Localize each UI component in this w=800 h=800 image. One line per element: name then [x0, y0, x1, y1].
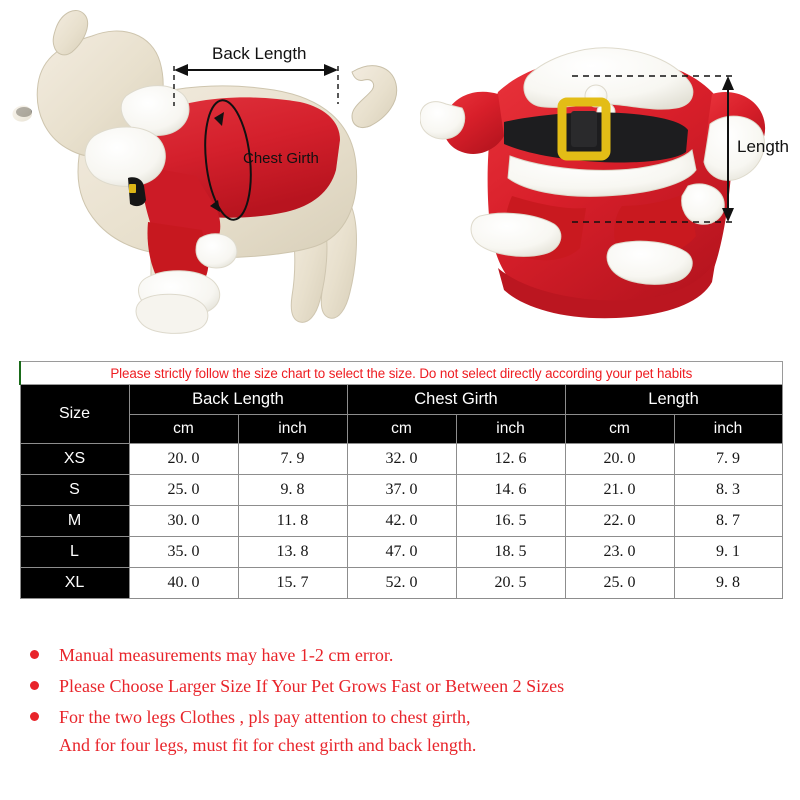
cell-length-inch: 9. 1 — [673, 536, 783, 568]
note-text: Manual measurements may have 1-2 cm erro… — [59, 645, 394, 665]
cell-backlength-cm: 35. 0 — [128, 536, 239, 568]
column-header-size: Size — [19, 384, 130, 444]
cell-backlength-inch: 7. 9 — [237, 443, 348, 475]
table-row: S 25. 0 9. 8 37. 0 14. 6 21. 0 8. 3 — [19, 474, 783, 506]
table-row: XL 40. 0 15. 7 52. 0 20. 5 25. 0 9. 8 — [19, 567, 783, 599]
size-chart-table: Please strictly follow the size chart to… — [18, 361, 783, 599]
size-label: XS — [19, 443, 130, 475]
cell-chestgirth-inch: 18. 5 — [455, 536, 566, 568]
list-item: Manual measurements may have 1-2 cm erro… — [30, 641, 770, 669]
size-chart-warning-banner: Please strictly follow the size chart to… — [18, 361, 783, 385]
sizing-notes-list: Manual measurements may have 1-2 cm erro… — [30, 641, 770, 762]
cell-length-cm: 20. 0 — [564, 443, 675, 475]
cell-length-cm: 25. 0 — [564, 567, 675, 599]
column-header-backlength-inch: inch — [237, 414, 348, 444]
cell-chestgirth-inch: 12. 6 — [455, 443, 566, 475]
note-text-continued: And for four legs, must fit for chest gi… — [59, 735, 477, 755]
column-header-length-inch: inch — [673, 414, 783, 444]
cell-length-inch: 9. 8 — [673, 567, 783, 599]
note-text: Please Choose Larger Size If Your Pet Gr… — [59, 676, 565, 696]
size-label: S — [19, 474, 130, 506]
table-row: XS 20. 0 7. 9 32. 0 12. 6 20. 0 7. 9 — [19, 443, 783, 475]
column-header-backlength-cm: cm — [128, 414, 239, 444]
table-row: L 35. 0 13. 8 47. 0 18. 5 23. 0 9. 1 — [19, 536, 783, 568]
cell-length-cm: 21. 0 — [564, 474, 675, 506]
note-text: For the two legs Clothes , pls pay atten… — [59, 707, 471, 727]
cell-chestgirth-cm: 32. 0 — [346, 443, 457, 475]
column-group-back-length: Back Length — [128, 384, 348, 415]
size-label: M — [19, 505, 130, 537]
cell-backlength-cm: 20. 0 — [128, 443, 239, 475]
cell-backlength-inch: 11. 8 — [237, 505, 348, 537]
cell-chestgirth-cm: 42. 0 — [346, 505, 457, 537]
column-header-chestgirth-inch: inch — [455, 414, 566, 444]
cell-backlength-inch: 15. 7 — [237, 567, 348, 599]
cell-backlength-cm: 40. 0 — [128, 567, 239, 599]
chest-girth-label: Chest Girth — [243, 150, 319, 167]
cell-backlength-cm: 25. 0 — [128, 474, 239, 506]
column-header-chestgirth-cm: cm — [346, 414, 457, 444]
cell-backlength-cm: 30. 0 — [128, 505, 239, 537]
cell-chestgirth-inch: 14. 6 — [455, 474, 566, 506]
table-banner-row: Please strictly follow the size chart to… — [18, 361, 783, 385]
cell-length-inch: 8. 3 — [673, 474, 783, 506]
length-label: Length — [737, 137, 789, 156]
cell-length-inch: 8. 7 — [673, 505, 783, 537]
bullet-dot-icon — [30, 681, 39, 690]
back-length-dimension — [173, 64, 339, 106]
chest-girth-dimension — [204, 99, 252, 221]
cell-length-inch: 7. 9 — [673, 443, 783, 475]
cell-chestgirth-inch: 20. 5 — [455, 567, 566, 599]
bullet-dot-icon — [30, 650, 39, 659]
list-item: Please Choose Larger Size If Your Pet Gr… — [30, 672, 770, 700]
column-group-chest-girth: Chest Girth — [346, 384, 566, 415]
size-label: L — [19, 536, 130, 568]
cell-chestgirth-cm: 37. 0 — [346, 474, 457, 506]
dog-mannequin-photo — [0, 0, 420, 352]
table-row: M 30. 0 11. 8 42. 0 16. 5 22. 0 8. 7 — [19, 505, 783, 537]
bullet-dot-icon — [30, 712, 39, 721]
cell-backlength-inch: 13. 8 — [237, 536, 348, 568]
cell-backlength-inch: 9. 8 — [237, 474, 348, 506]
column-group-length: Length — [564, 384, 783, 415]
table-header-group-row: Size Back Length Chest Girth Length — [19, 384, 783, 444]
back-length-label: Back Length — [212, 44, 307, 63]
column-header-length-cm: cm — [564, 414, 675, 444]
cell-length-cm: 22. 0 — [564, 505, 675, 537]
cell-chestgirth-cm: 52. 0 — [346, 567, 457, 599]
cell-chestgirth-cm: 47. 0 — [346, 536, 457, 568]
list-item: For the two legs Clothes , pls pay atten… — [30, 703, 770, 759]
santa-coat-photo — [420, 0, 800, 352]
table-header-unit-row: cm inch cm inch cm inch — [20, 414, 783, 444]
cell-length-cm: 23. 0 — [564, 536, 675, 568]
size-label: XL — [19, 567, 130, 599]
product-photo-area: Back Length Chest Girth Length — [0, 0, 800, 352]
size-chart-table-wrapper: Please strictly follow the size chart to… — [18, 361, 783, 599]
cell-chestgirth-inch: 16. 5 — [455, 505, 566, 537]
length-dimension — [572, 75, 734, 223]
